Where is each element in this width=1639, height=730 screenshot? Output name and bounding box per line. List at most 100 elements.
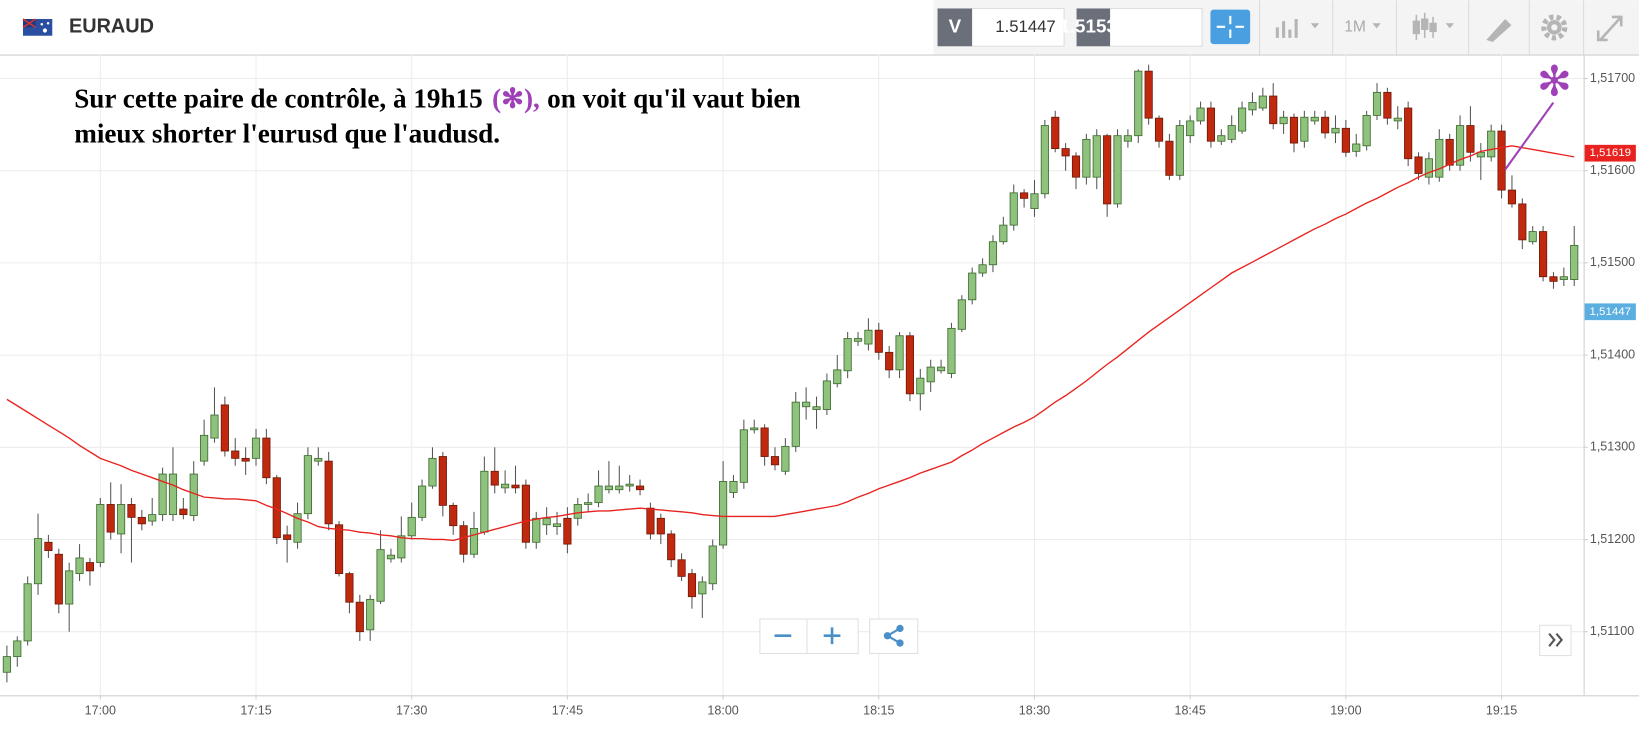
timeframe-button[interactable]: 1M (1344, 19, 1381, 36)
candle-body (947, 327, 956, 374)
grid: 1,51100 1,51200 1,51300 1,51400 1,51500 1,516… (0, 54, 1635, 717)
candle-body (542, 517, 551, 526)
candle-body (791, 401, 800, 447)
settings-button[interactable] (1541, 14, 1568, 41)
x-tick-label: 17:00 (85, 703, 116, 717)
x-tick-label: 18:30 (1019, 703, 1050, 717)
candle-body (687, 573, 697, 598)
fullscreen-button[interactable] (1596, 15, 1623, 42)
x-tick-label: 17:30 (396, 703, 427, 717)
candle-body (1321, 116, 1330, 134)
candle-body (573, 504, 582, 519)
candle-body (594, 485, 603, 504)
candle-body (13, 640, 22, 658)
candle-body (1020, 192, 1029, 199)
share-button[interactable] (869, 618, 919, 655)
candle-body (770, 456, 780, 466)
y-tick-label: 1,51500 (1590, 255, 1635, 269)
candle-body (469, 528, 479, 555)
candle-body (1559, 276, 1568, 280)
candle-body (200, 434, 209, 462)
candle-body (459, 525, 468, 555)
candle-body (127, 504, 136, 518)
candle-body (1009, 192, 1018, 226)
candle-body (501, 483, 510, 489)
candle-body (1134, 70, 1143, 137)
candle-body (584, 502, 593, 505)
candle-body (1487, 130, 1496, 158)
candle-body (1393, 117, 1402, 122)
zoom-in-button[interactable] (823, 627, 841, 645)
candle-body (1227, 125, 1236, 140)
ask-box[interactable]: 1.51533 (1059, 8, 1203, 47)
candle-body (812, 406, 821, 410)
candle-body (168, 473, 178, 516)
candle-body (241, 457, 250, 462)
candle-body (1269, 95, 1278, 125)
candle-body (1113, 135, 1122, 205)
crosshair-button[interactable] (1210, 9, 1251, 45)
candle-body (874, 329, 883, 353)
x-tick-label: 18:00 (707, 703, 738, 717)
candle-body (802, 401, 811, 408)
candle-body (667, 533, 676, 561)
candle-body (1435, 138, 1444, 178)
candle-body (1103, 135, 1112, 205)
candle-body (999, 224, 1008, 243)
candle-button[interactable] (1412, 12, 1454, 40)
candle-body (386, 554, 396, 560)
candle-body (1248, 102, 1257, 111)
candle-body (1175, 125, 1184, 176)
y-tick-label: 1,51100 (1590, 624, 1634, 638)
scroll-end-button[interactable] (1539, 624, 1572, 657)
candle-body (179, 508, 188, 516)
annotation-arrow (1504, 102, 1555, 171)
candle-body (1154, 117, 1164, 142)
annotation-text: on voit qu'il vaut bien (547, 84, 801, 114)
candle-body (1476, 151, 1485, 158)
candle-body (1165, 140, 1174, 176)
chart-type-button[interactable] (1275, 19, 1320, 38)
candle-body (1362, 114, 1371, 147)
candle-body (407, 516, 416, 537)
candle-body (1383, 91, 1392, 119)
candle-body (905, 335, 915, 395)
candle-body (1310, 116, 1319, 122)
x-tick-label: 19:15 (1486, 703, 1517, 717)
timeframe: 1M (1344, 19, 1366, 36)
candle-body (1539, 231, 1548, 278)
draw-button[interactable] (1486, 19, 1512, 43)
candle-body (677, 559, 686, 577)
candle-body (449, 504, 458, 527)
candle-body (283, 534, 292, 540)
candle-body (729, 480, 738, 493)
candle-body (1466, 125, 1475, 153)
candle-body (345, 573, 354, 603)
candle-body (1051, 116, 1060, 150)
candle-body (366, 599, 375, 631)
candle-body (1528, 231, 1537, 243)
candle-body (1144, 70, 1153, 119)
candle-body (552, 523, 562, 528)
candle-body (397, 535, 406, 559)
candle-body (44, 541, 53, 551)
candle-body (303, 455, 312, 515)
plot (2, 64, 1579, 683)
candle-body (1071, 155, 1081, 178)
candle-body (1352, 143, 1361, 152)
bid-label: V (949, 15, 962, 36)
candle-body (1341, 127, 1350, 153)
candle-body (646, 507, 655, 535)
bid-price: 1.51447 (995, 17, 1055, 36)
x-tick-label: 18:15 (863, 703, 894, 717)
candle-body (1092, 135, 1101, 178)
bid-box[interactable]: V 1.51447 (937, 8, 1065, 47)
y-tick-label: 1,51600 (1590, 163, 1635, 177)
candle-body (822, 380, 831, 410)
candle-body (314, 457, 323, 462)
candle-body (532, 517, 541, 543)
candle-body (1549, 276, 1558, 282)
candle-body (1237, 107, 1247, 132)
candle-body (1082, 138, 1091, 178)
